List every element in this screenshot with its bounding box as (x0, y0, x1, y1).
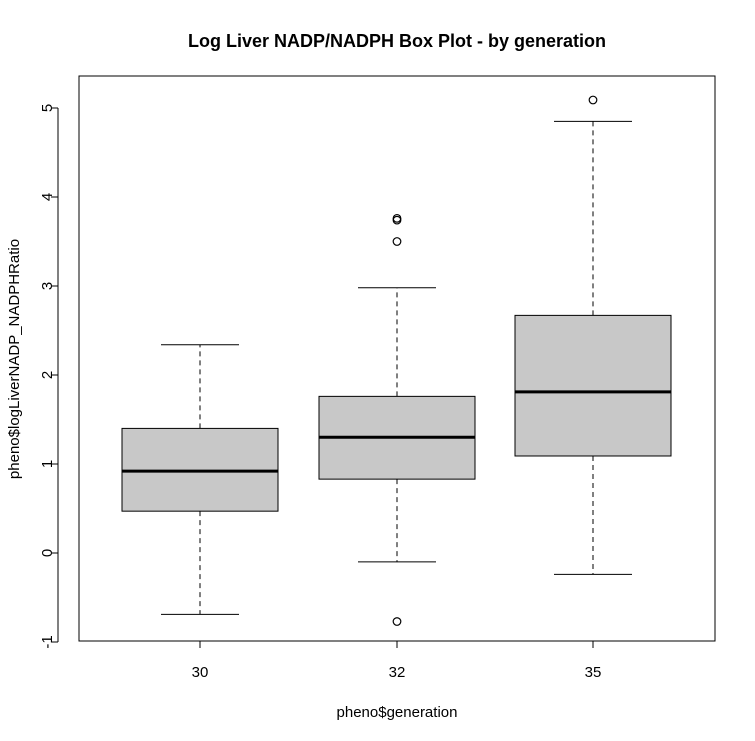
boxes (121, 95, 672, 626)
y-axis: -1 0 1 2 3 4 5 (39, 104, 59, 649)
box-group (514, 95, 672, 575)
box-iqr (514, 314, 672, 457)
x-tick-label: 32 (389, 664, 406, 681)
box-group (318, 213, 476, 626)
y-tick-label: 2 (39, 371, 56, 379)
y-tick-label: -1 (39, 635, 56, 648)
x-tick-label: 30 (192, 664, 209, 681)
x-tick-label: 35 (585, 664, 602, 681)
chart-title: Log Liver NADP/NADPH Box Plot - by gener… (188, 31, 606, 51)
outlier-point (588, 95, 598, 105)
y-axis-label: pheno$logLiverNADP_NADPHRatio (6, 239, 23, 479)
box-group (121, 344, 279, 615)
outlier-point (392, 617, 402, 626)
y-tick-label: 5 (39, 104, 56, 112)
x-axis: 30 32 35 (192, 640, 602, 681)
y-tick-label: 4 (39, 193, 56, 201)
y-tick-label: 3 (39, 282, 56, 290)
y-tick-label: 1 (39, 460, 56, 468)
outlier-point (392, 237, 402, 246)
x-axis-label: pheno$generation (337, 704, 458, 721)
y-tick-label: 0 (39, 549, 56, 557)
outlier-point (392, 215, 402, 225)
